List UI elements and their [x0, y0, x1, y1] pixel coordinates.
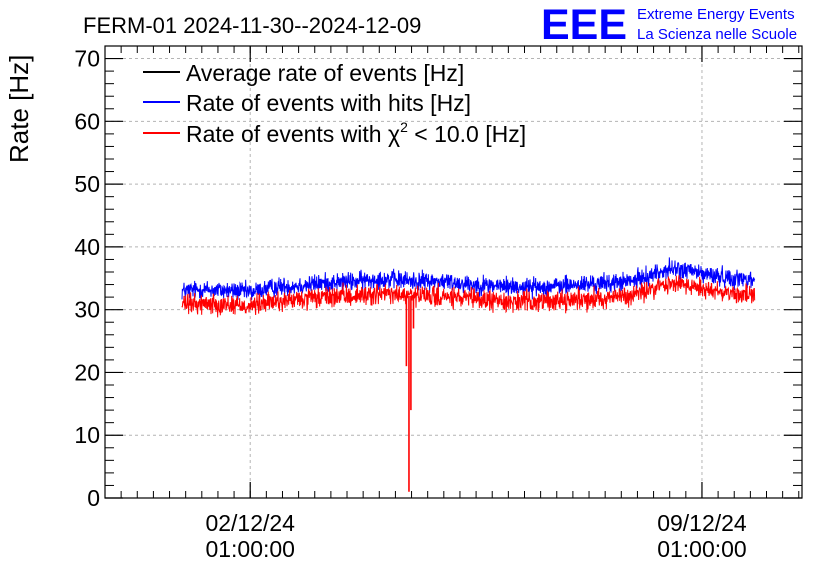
y-tick-label: 60: [74, 108, 100, 134]
eee-logo: EEE: [541, 1, 627, 49]
x-tick-label-time: 01:00:00: [205, 536, 295, 562]
y-tick-label: 50: [74, 171, 100, 197]
legend-chi2-suffix: < 10.0 [Hz]: [408, 121, 526, 147]
logo-line-2: La Scienza nelle Scuole: [637, 26, 797, 43]
y-tick-label: 70: [74, 46, 100, 72]
y-tick-label: 20: [74, 359, 100, 385]
y-tick-label: 0: [87, 485, 100, 511]
y-tick-label: 10: [74, 422, 100, 448]
series-line-0: [181, 257, 756, 301]
legend-label-hits: Rate of events with hits [Hz]: [186, 90, 471, 116]
legend-chi2-prefix: Rate of events with: [186, 121, 388, 147]
chart-title: FERM-01 2024-11-30--2024-12-09: [83, 13, 421, 38]
x-tick-label-time: 01:00:00: [657, 536, 747, 562]
legend: Average rate of events [Hz] Rate of even…: [143, 60, 526, 147]
y-axis-label: Rate [Hz]: [4, 55, 34, 163]
x-tick-label-date: 02/12/24: [205, 510, 295, 536]
tick-label-layer: 01020304050607002/12/2401:00:0009/12/240…: [74, 46, 747, 562]
series-layer: [181, 257, 756, 492]
y-tick-label: 40: [74, 234, 100, 260]
logo-line-1: Extreme Energy Events: [637, 6, 795, 23]
tick-layer: [104, 45, 802, 499]
legend-label-chi2: Rate of events with χ2 < 10.0 [Hz]: [186, 119, 526, 147]
legend-label-average: Average rate of events [Hz]: [186, 60, 464, 86]
x-tick-label-date: 09/12/24: [657, 510, 747, 536]
grid-layer: [105, 46, 802, 498]
legend-chi2-symbol: χ: [388, 121, 400, 147]
series-line-1: [181, 275, 756, 318]
y-tick-label: 30: [74, 297, 100, 323]
legend-chi2-superscript: 2: [400, 119, 408, 135]
